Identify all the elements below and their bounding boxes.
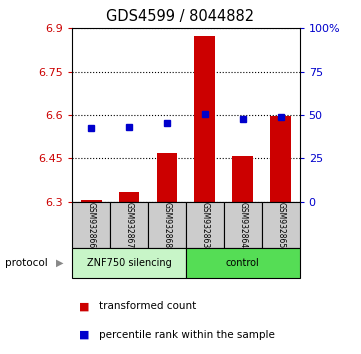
Bar xyxy=(157,153,177,202)
Text: control: control xyxy=(226,258,260,268)
Text: ▶: ▶ xyxy=(56,258,63,268)
Bar xyxy=(110,202,148,248)
Bar xyxy=(186,248,300,278)
Bar xyxy=(72,248,186,278)
Bar xyxy=(81,200,101,202)
Text: percentile rank within the sample: percentile rank within the sample xyxy=(99,330,275,339)
Text: GSM932866: GSM932866 xyxy=(87,202,96,248)
Text: ■: ■ xyxy=(79,330,90,339)
Bar xyxy=(148,202,186,248)
Bar xyxy=(186,202,224,248)
Bar xyxy=(119,192,139,202)
Text: GSM932867: GSM932867 xyxy=(125,202,134,248)
Text: GDS4599 / 8044882: GDS4599 / 8044882 xyxy=(106,9,255,24)
Bar xyxy=(195,35,215,202)
Bar xyxy=(72,202,110,248)
Text: GSM932864: GSM932864 xyxy=(238,202,247,248)
Text: GSM932863: GSM932863 xyxy=(200,202,209,248)
Text: ■: ■ xyxy=(79,301,90,311)
Bar xyxy=(232,155,253,202)
Bar xyxy=(262,202,300,248)
Text: transformed count: transformed count xyxy=(99,301,196,311)
Text: GSM932865: GSM932865 xyxy=(276,202,285,248)
Bar xyxy=(270,116,291,202)
Bar xyxy=(224,202,262,248)
Text: ZNF750 silencing: ZNF750 silencing xyxy=(87,258,171,268)
Text: protocol: protocol xyxy=(5,258,48,268)
Text: GSM932868: GSM932868 xyxy=(162,202,171,248)
